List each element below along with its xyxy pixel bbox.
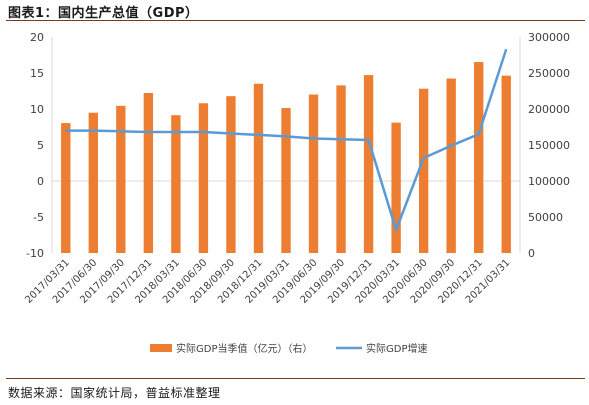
growth-line — [65, 48, 508, 232]
right-tick-label: 150000 — [528, 139, 570, 152]
legend-bar-swatch — [150, 344, 172, 352]
bar — [253, 83, 264, 253]
right-tick-label: 50000 — [528, 211, 563, 224]
left-tick-label: 5 — [37, 139, 44, 152]
legend-bar-label: 实际GDP当季值（亿元）（右） — [176, 342, 312, 355]
left-tick-label: 20 — [30, 31, 44, 44]
right-tick-label: 100000 — [528, 175, 570, 188]
left-tick-label: 15 — [30, 67, 44, 80]
bar — [281, 108, 291, 254]
left-tick-label: 0 — [37, 175, 44, 188]
bar — [418, 88, 429, 253]
bar — [336, 85, 346, 253]
bar — [363, 75, 374, 253]
bar — [391, 122, 401, 253]
left-tick-label: -5 — [33, 211, 44, 224]
gdp-chart: -10 -5 0 5 10 15 20 0 50000 100000 150000 200000 25… — [23, 31, 570, 355]
bar — [61, 123, 71, 253]
left-tick-label: 10 — [30, 103, 44, 116]
source-note: 数据来源：国家统计局，普益标准整理 — [8, 386, 221, 400]
bar — [171, 115, 181, 253]
bars — [61, 62, 511, 254]
bar — [501, 75, 511, 253]
bar — [446, 78, 456, 253]
bottom-rule — [6, 378, 585, 379]
bar — [474, 62, 484, 253]
figure-title: 图表1：国内生产总值（GDP） — [8, 6, 199, 21]
left-axis-ticks: -10 -5 0 5 10 15 20 — [26, 31, 44, 260]
top-rule — [6, 20, 585, 21]
bar — [198, 103, 209, 254]
right-tick-label: 0 — [528, 247, 535, 260]
right-tick-label: 250000 — [528, 67, 570, 80]
left-tick-label: -10 — [26, 247, 44, 260]
right-tick-label: 200000 — [528, 103, 570, 116]
legend: 实际GDP当季值（亿元）（右） 实际GDP增速 — [150, 342, 427, 355]
bar — [226, 96, 236, 254]
bar — [116, 105, 126, 253]
x-axis-ticks: 2017/03/312017/06/302017/09/302017/12/31… — [23, 257, 512, 306]
series-line — [65, 48, 508, 232]
right-axis-ticks: 0 50000 100000 150000 200000 250000 300000 — [528, 31, 570, 260]
legend-line-label: 实际GDP增速 — [366, 342, 427, 355]
bar — [143, 93, 154, 254]
right-tick-label: 300000 — [528, 31, 570, 44]
bar — [88, 112, 98, 253]
bar — [308, 94, 319, 253]
